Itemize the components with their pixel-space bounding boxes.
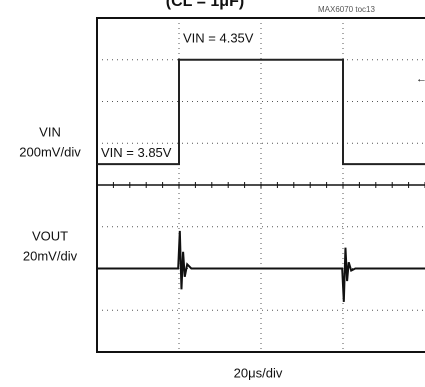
trace <box>97 230 425 302</box>
annotation: VIN = 4.35V <box>183 30 254 45</box>
annotation-bg <box>99 144 174 162</box>
scale-label: 200mV/div <box>19 144 81 159</box>
ground-marker: ← <box>416 73 425 85</box>
chart-title: (CL = 1μF) <box>166 0 244 10</box>
series-label: VIN <box>39 124 61 139</box>
annotation: VIN = 3.85V <box>101 145 172 160</box>
scale-label: 20mV/div <box>23 248 78 263</box>
figure-id: MAX6070 toc13 <box>318 5 375 14</box>
trace <box>97 58 425 166</box>
annotation-bg <box>181 29 256 47</box>
x-axis-label: 20μs/div <box>234 365 283 380</box>
series-label: VOUT <box>32 228 68 243</box>
plot-frame <box>96 17 425 353</box>
